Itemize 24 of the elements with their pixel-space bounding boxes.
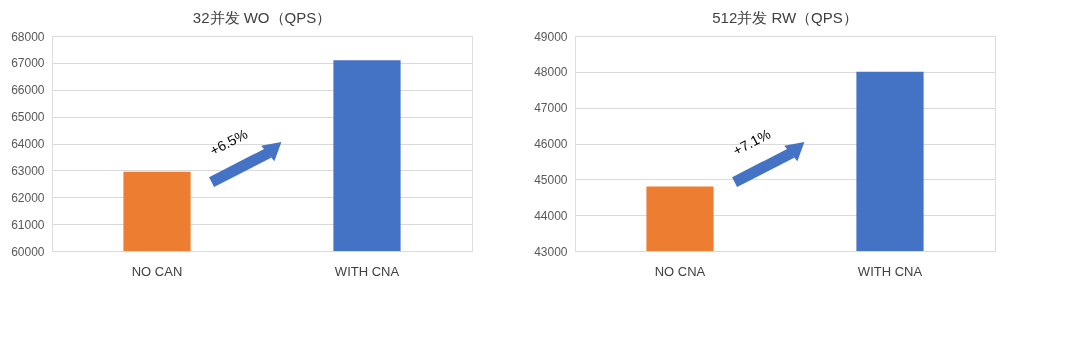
annotation: +6.5%	[207, 125, 251, 159]
y-tick-label: 44000	[534, 208, 568, 223]
y-tick-label: 64000	[11, 137, 45, 151]
chart-title: 512并发 RW（QPS）	[712, 9, 858, 26]
y-tick-label: 61000	[11, 217, 45, 232]
y-tick-label: 46000	[534, 137, 568, 151]
y-tick-label: 62000	[11, 190, 45, 205]
y-tick-label: 48000	[534, 65, 568, 80]
y-tick-label: 65000	[11, 110, 45, 125]
chart-title: 32并发 WO（QPS）	[192, 9, 332, 26]
y-tick-label: 45000	[534, 172, 568, 187]
x-tick-label: WITH CNA	[334, 263, 400, 279]
x-tick-label: WITH CNA	[857, 263, 923, 279]
y-tick-label: 47000	[534, 101, 568, 116]
y-tick-label: 60000	[11, 244, 45, 259]
y-tick-label: 66000	[11, 83, 45, 98]
y-tick-label: 67000	[11, 56, 45, 71]
y-tick-label: 43000	[534, 244, 568, 259]
y-tick-label: 49000	[534, 29, 568, 44]
y-tick-label: 63000	[11, 163, 45, 178]
annotation: +7.1%	[730, 125, 774, 159]
x-tick-label: NO CAN	[131, 263, 183, 279]
x-tick-label: NO CNA	[654, 263, 706, 279]
y-tick-label: 68000	[11, 29, 45, 44]
